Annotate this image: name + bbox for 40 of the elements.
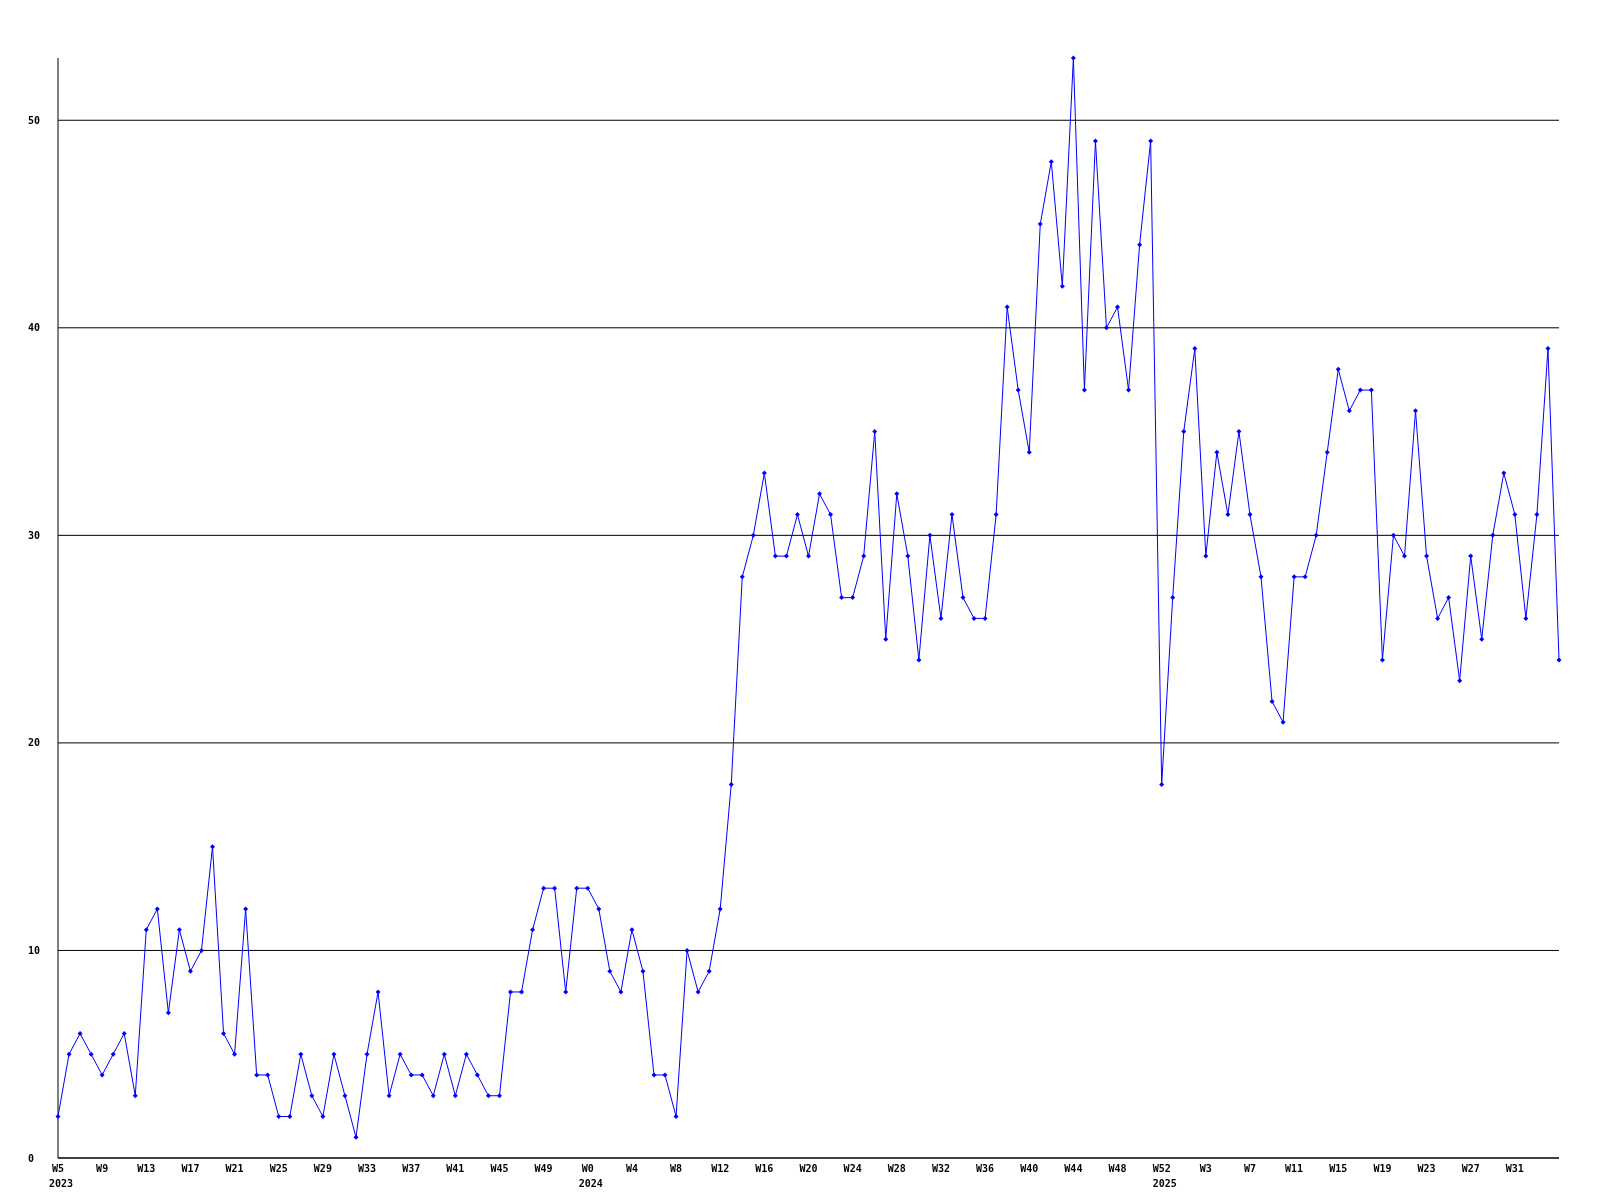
x-tick-label: W27 bbox=[1461, 1163, 1480, 1174]
y-tick-label: 40 bbox=[28, 322, 41, 334]
x-tick-label: W19 bbox=[1373, 1163, 1392, 1174]
x-tick-label: W5 2023 bbox=[48, 1163, 74, 1189]
x-tick-label: W7 bbox=[1243, 1163, 1256, 1174]
x-tick-label: W24 bbox=[843, 1163, 862, 1174]
x-tick-label: W37 bbox=[402, 1163, 421, 1174]
x-tick-label: W15 bbox=[1329, 1163, 1348, 1174]
x-tick-label: W16 bbox=[755, 1163, 774, 1174]
x-tick-label: W25 bbox=[269, 1163, 288, 1174]
x-tick-label: W3 bbox=[1199, 1163, 1212, 1174]
x-tick-label: W9 bbox=[96, 1163, 109, 1174]
x-tick-label: W45 bbox=[490, 1163, 509, 1174]
x-tick-label: W23 bbox=[1417, 1163, 1436, 1174]
x-tick-label: W8 bbox=[670, 1163, 683, 1174]
x-tick-label: W32 bbox=[931, 1163, 950, 1174]
x-tick-label: W29 bbox=[313, 1163, 332, 1174]
y-tick-label: 20 bbox=[28, 737, 41, 749]
y-tick-label: 50 bbox=[28, 114, 41, 126]
x-tick-label: W33 bbox=[358, 1163, 377, 1174]
y-tick-label: 0 bbox=[28, 1152, 35, 1164]
x-tick-label: W0 2024 bbox=[578, 1163, 603, 1189]
x-tick-label: W11 bbox=[1285, 1163, 1304, 1174]
x-tick-label: W40 bbox=[1020, 1163, 1039, 1174]
x-tick-label: W28 bbox=[887, 1163, 906, 1174]
x-tick-label: W12 bbox=[711, 1163, 730, 1174]
x-tick-label: W13 bbox=[137, 1163, 156, 1174]
x-tick-label: W52 2025 bbox=[1152, 1163, 1177, 1189]
x-tick-label: W41 bbox=[446, 1163, 465, 1174]
x-tick-label: W36 bbox=[976, 1163, 995, 1174]
x-tick-label: W4 bbox=[625, 1163, 638, 1174]
y-tick-label: 10 bbox=[28, 944, 41, 956]
x-tick-label: W44 bbox=[1064, 1163, 1083, 1174]
x-tick-label: W21 bbox=[225, 1163, 244, 1174]
y-tick-label: 30 bbox=[28, 529, 41, 541]
x-tick-label: W49 bbox=[534, 1163, 553, 1174]
x-tick-label: W20 bbox=[799, 1163, 818, 1174]
x-tick-label: W31 bbox=[1505, 1163, 1524, 1174]
x-tick-label: W48 bbox=[1108, 1163, 1127, 1174]
x-tick-label: W17 bbox=[181, 1163, 200, 1174]
